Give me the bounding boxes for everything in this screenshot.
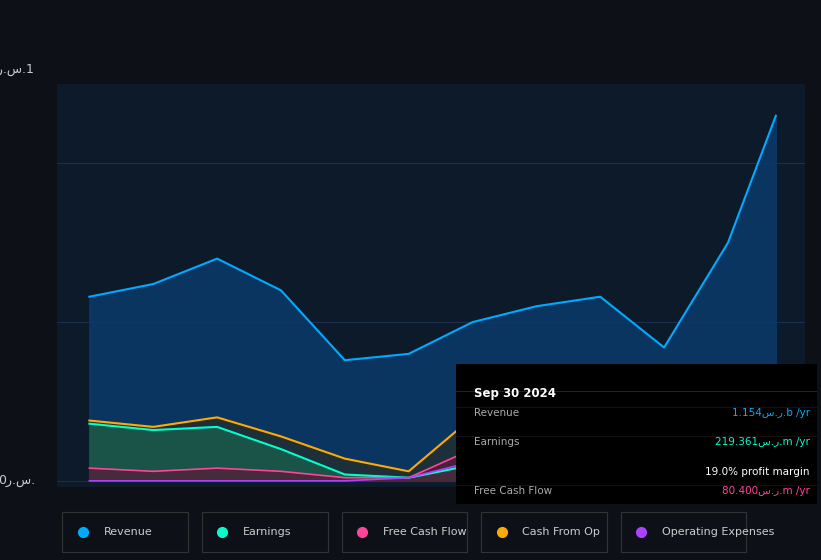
Bar (481, 512, 607, 552)
Text: 1.154س.ر.b /yr: 1.154س.ر.b /yr (732, 408, 810, 418)
Text: Sep 30 2024: Sep 30 2024 (474, 387, 556, 400)
Text: bر.س.1: bر.س.1 (0, 63, 35, 76)
Text: 2021: 2021 (522, 515, 551, 525)
Text: 2018: 2018 (331, 515, 359, 525)
Text: Earnings: Earnings (243, 527, 291, 537)
Text: 287.021س.ر.m /yr: 287.021س.ر.m /yr (715, 516, 810, 525)
Text: 2020: 2020 (458, 515, 487, 525)
Text: Operating Expenses: Operating Expenses (662, 527, 774, 537)
Text: 219.361س.ر.m /yr: 219.361س.ر.m /yr (715, 437, 810, 447)
Text: 2024: 2024 (713, 515, 742, 525)
Text: Free Cash Flow: Free Cash Flow (474, 486, 552, 496)
Text: Cash From Op: Cash From Op (522, 527, 600, 537)
Text: 74.017س.ر.m /yr: 74.017س.ر.m /yr (722, 545, 810, 555)
Text: 2022: 2022 (586, 515, 614, 525)
Text: 2023: 2023 (650, 515, 678, 525)
Text: 2019: 2019 (395, 515, 423, 525)
Bar (342, 512, 467, 552)
Bar (202, 512, 328, 552)
Text: 2016: 2016 (203, 515, 232, 525)
Text: 0ر.س.: 0ر.س. (0, 474, 35, 487)
Text: 2014: 2014 (76, 515, 103, 525)
Text: Revenue: Revenue (103, 527, 152, 537)
Text: 19.0% profit margin: 19.0% profit margin (705, 467, 810, 477)
Text: Cash From Op: Cash From Op (474, 516, 547, 525)
Text: Operating Expenses: Operating Expenses (474, 545, 579, 555)
Bar (62, 512, 188, 552)
Bar (621, 512, 746, 552)
Text: 2017: 2017 (267, 515, 295, 525)
Text: 80.400س.ر.m /yr: 80.400س.ر.m /yr (722, 486, 810, 496)
Text: 2015: 2015 (140, 515, 167, 525)
Text: Earnings: Earnings (474, 437, 519, 447)
Text: Free Cash Flow: Free Cash Flow (383, 527, 466, 537)
Text: Revenue: Revenue (474, 408, 519, 418)
